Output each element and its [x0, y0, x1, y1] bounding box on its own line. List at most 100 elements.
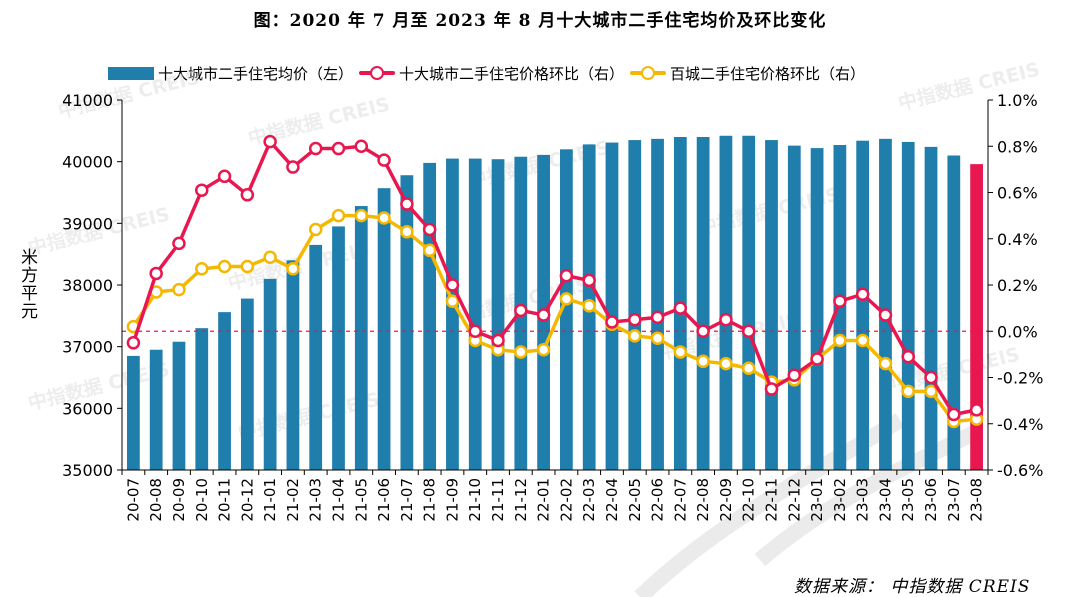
bar-avg-price	[354, 206, 368, 470]
top10-mom-point	[354, 139, 369, 153]
x-tick-label: 22-12	[785, 478, 803, 522]
bar-avg-price	[742, 135, 756, 470]
y-left-tick-label: 35000	[62, 461, 113, 480]
bar-avg-price	[400, 175, 414, 471]
top100-mom-point	[719, 356, 733, 371]
top10-mom-point	[696, 324, 710, 338]
legend-item-top10-mom: 十大城市二手住宅价格环比（右）	[359, 63, 624, 84]
bar-avg-price	[628, 140, 642, 470]
top100-mom-point	[696, 354, 710, 369]
x-tick-label: 20-08	[147, 478, 165, 522]
top100-mom-point	[673, 345, 688, 359]
top10-mom-point	[559, 269, 574, 283]
top100-mom-point	[263, 250, 277, 264]
top10-mom-point	[901, 349, 915, 364]
top10-mom-point	[855, 287, 870, 301]
x-tick-label: 20-10	[193, 478, 211, 522]
bar-avg-price	[423, 162, 437, 470]
top100-mom-point	[855, 333, 870, 348]
y-axis-left-label: 米方平元	[17, 248, 37, 320]
top10-mom-point	[263, 134, 277, 149]
x-tick-label: 21-07	[398, 478, 416, 522]
bar-avg-price	[947, 155, 961, 470]
bar-avg-price	[560, 149, 573, 470]
y-right-tick-label: 0.8%	[997, 137, 1038, 156]
top100-mom-point	[514, 345, 528, 359]
top100-mom-point	[559, 292, 574, 306]
x-tick-label: 21-10	[466, 478, 484, 522]
top10-mom-point	[514, 303, 528, 318]
bar-avg-price	[924, 146, 938, 470]
y-right-tick-label: -0.6%	[997, 461, 1043, 480]
top10-mom-point	[331, 141, 346, 156]
x-tick-label: 22-03	[580, 478, 598, 522]
x-tick-label: 22-02	[557, 478, 575, 522]
top100-mom-point	[331, 208, 346, 223]
top10-mom-point	[468, 324, 482, 338]
top10-mom-point	[605, 315, 619, 329]
chart-legend: 十大城市二手住宅均价（左） 十大城市二手住宅价格环比（右） 百城二手住宅价格环比…	[108, 62, 871, 84]
top10-mom-point	[445, 278, 460, 292]
x-tick-label: 22-06	[649, 478, 667, 522]
top100-mom-point	[582, 299, 596, 313]
top100-mom-point	[924, 384, 938, 399]
x-tick-label: 22-08	[694, 478, 712, 522]
bar-avg-price	[309, 244, 323, 470]
legend-label-top100-mom: 百城二手住宅价格环比（右）	[670, 64, 866, 83]
bar-avg-price	[491, 159, 505, 470]
top100-mom-point	[650, 331, 665, 345]
top10-mom-point	[719, 312, 733, 327]
bar-avg-price	[149, 349, 163, 470]
x-tick-label: 21-03	[307, 478, 325, 522]
x-tick-label: 22-01	[535, 478, 553, 522]
bar-avg-price	[787, 145, 801, 470]
x-tick-label: 23-05	[899, 478, 917, 522]
bar-avg-price	[195, 328, 209, 470]
top10-mom-point	[810, 352, 824, 366]
x-tick-label: 21-06	[375, 478, 393, 522]
top10-mom-point	[650, 310, 665, 325]
top100-mom-point	[878, 356, 893, 371]
chart-title: 图：2020 年 7 月至 2023 年 8 月十大城市二手住宅均价及环比变化	[253, 11, 827, 31]
y-right-tick-label: -0.2%	[997, 369, 1043, 388]
top10-mom-point	[400, 197, 414, 211]
bar-avg-price	[719, 135, 733, 470]
top10-mom-point	[582, 273, 596, 288]
y-left-tick-label: 39000	[62, 214, 113, 233]
x-tick-label: 22-05	[626, 478, 644, 522]
x-tick-label: 23-02	[831, 478, 849, 522]
top10-mom-point	[377, 153, 391, 167]
x-tick-label: 20-12	[238, 478, 256, 522]
x-tick-label: 21-05	[352, 478, 370, 522]
y-left-tick-label: 38000	[62, 276, 113, 295]
y-right-tick-label: 0.0%	[997, 322, 1038, 341]
top100-mom-point	[400, 225, 414, 239]
top10-mom-point	[308, 141, 323, 156]
top100-mom-point	[354, 208, 369, 223]
bar-avg-price	[605, 142, 619, 471]
top10-mom-point	[969, 403, 984, 417]
bar-avg-price	[879, 138, 892, 470]
y-right-tick-label: 0.2%	[997, 276, 1038, 295]
y-left-tick-label: 37000	[62, 338, 113, 357]
legend-item-top100-mom: 百城二手住宅价格环比（右）	[630, 63, 865, 84]
bar-avg-price	[901, 141, 915, 470]
x-tick-label: 22-07	[671, 478, 689, 522]
top10-mom-point	[286, 160, 300, 174]
bar-avg-price	[765, 140, 778, 470]
x-tick-label: 20-09	[170, 478, 188, 522]
x-tick-label: 21-04	[330, 478, 348, 522]
x-tick-label: 22-10	[740, 478, 758, 522]
top10-mom-point	[491, 333, 505, 348]
legend-swatch-yellow-line	[630, 66, 667, 80]
top100-mom-point	[377, 211, 391, 225]
x-tick-label: 21-09	[443, 478, 461, 522]
bar-avg-price	[218, 312, 231, 470]
data-source-note: 数据来源： 中指数据 CREIS	[794, 577, 1031, 597]
x-tick-label: 22-11	[763, 478, 781, 522]
top10-mom-point	[422, 222, 437, 237]
x-tick-label: 21-11	[489, 478, 507, 522]
top10-mom-point	[195, 183, 209, 197]
legend-label-avg-price: 十大城市二手住宅均价（左）	[158, 64, 354, 83]
